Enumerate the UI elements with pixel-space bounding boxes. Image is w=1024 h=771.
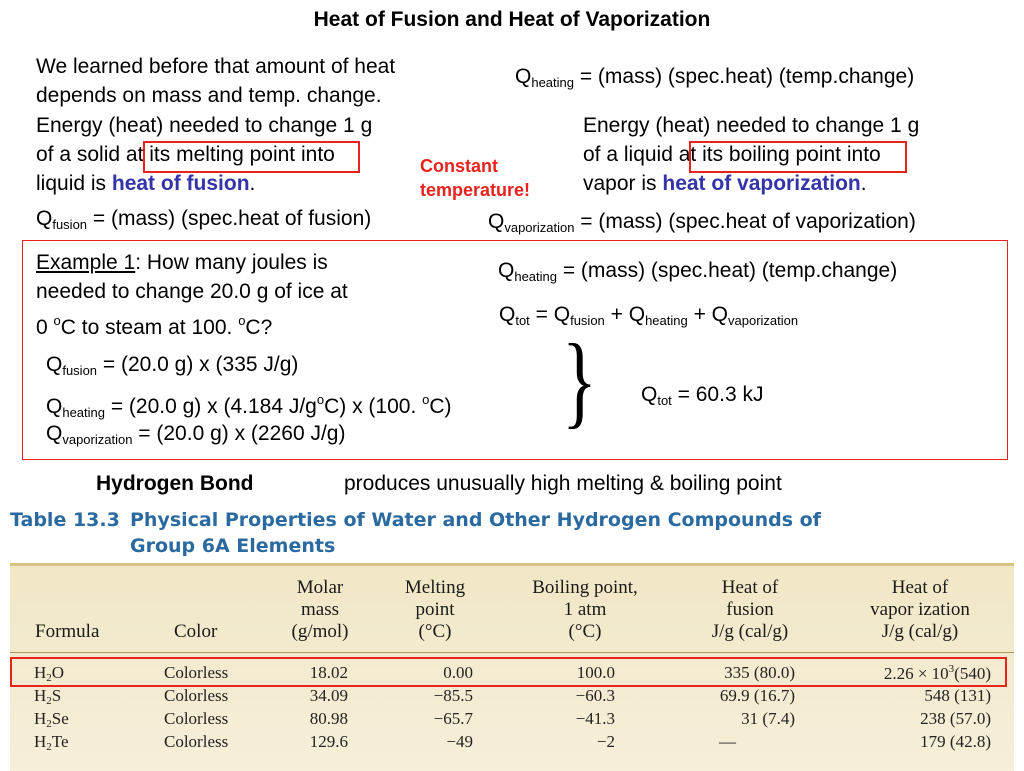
hydrogen-bond-label: Hydrogen Bond bbox=[96, 472, 254, 495]
brace-symbol: } bbox=[562, 323, 597, 438]
example-question: Example 1: How many joules is needed to … bbox=[36, 251, 348, 339]
table-row: H2O Colorless 18.02 0.00 100.0 335 (80.0… bbox=[34, 663, 991, 684]
intro-text: We learned before that amount of heat de… bbox=[36, 55, 396, 107]
q-total-equation: Qtot = Qfusion + Qheating + Qvaporizatio… bbox=[499, 303, 799, 328]
constant-temperature-note: Constant temperature! bbox=[420, 156, 531, 200]
table-row: H2Te Colorless 129.6 −49 −2 — 179 (42.8) bbox=[34, 732, 991, 753]
header-molar-mass: Molar mass (g/mol) bbox=[291, 577, 349, 642]
properties-table: Table 13.3 Physical Properties of Water a… bbox=[0, 505, 1024, 771]
page-title: Heat of Fusion and Heat of Vaporization bbox=[313, 8, 711, 31]
hydrogen-bond-text: produces unusually high melting & boilin… bbox=[344, 472, 782, 495]
header-heat-of-fusion: Heat of fusion J/g (cal/g) bbox=[711, 577, 789, 642]
calc-heating: Qheating = (20.0 g) x (4.184 J/goC) x (1… bbox=[46, 392, 452, 420]
example-box bbox=[22, 240, 1008, 460]
q-fusion-formula: Qfusion = (mass) (spec.heat of fusion) bbox=[36, 207, 372, 232]
fusion-definition: Energy (heat) needed to change 1 g of a … bbox=[36, 114, 373, 195]
water-row-highlight bbox=[10, 657, 1007, 687]
table-title: Table 13.3 Physical Properties of Water a… bbox=[10, 509, 821, 531]
table-background bbox=[10, 563, 1014, 771]
header-melting-point: Melting point (°C) bbox=[404, 577, 466, 642]
melting-point-highlight bbox=[143, 141, 360, 173]
heat-of-fusion-term: heat of fusion bbox=[111, 172, 250, 195]
header-divider bbox=[10, 652, 1014, 653]
table-row: H2Se Colorless 80.98 −65.7 −41.3 31 (7.4… bbox=[34, 709, 991, 730]
header-formula: Formula bbox=[35, 621, 100, 642]
header-boiling-point: Boiling point, 1 atm (°C) bbox=[532, 577, 638, 642]
header-color: Color bbox=[174, 621, 218, 642]
vaporization-definition: Energy (heat) needed to change 1 g of a … bbox=[583, 114, 920, 195]
heat-of-vaporization-term: heat of vaporization bbox=[662, 172, 861, 195]
q-heating-formula: Qheating = (mass) (spec.heat) (temp.chan… bbox=[515, 65, 915, 90]
example-label: Example 1 bbox=[36, 251, 136, 274]
header-heat-of-vaporization: Heat of vapor ization J/g (cal/g) bbox=[870, 577, 970, 642]
calc-fusion: Qfusion = (20.0 g) x (335 J/g) bbox=[46, 353, 299, 378]
table-row: H2S Colorless 34.09 −85.5 −60.3 69.9 (16… bbox=[34, 686, 991, 707]
table-title-line2: Group 6A Elements bbox=[130, 535, 336, 557]
q-vaporization-formula: Qvaporization = (mass) (spec.heat of vap… bbox=[488, 210, 916, 235]
boiling-point-highlight bbox=[689, 141, 907, 173]
calc-vaporization: Qvaporization = (20.0 g) x (2260 J/g) bbox=[46, 422, 346, 447]
q-total-result: Qtot = 60.3 kJ bbox=[641, 383, 764, 408]
example-q-heating: Qheating = (mass) (spec.heat) (temp.chan… bbox=[498, 259, 898, 284]
